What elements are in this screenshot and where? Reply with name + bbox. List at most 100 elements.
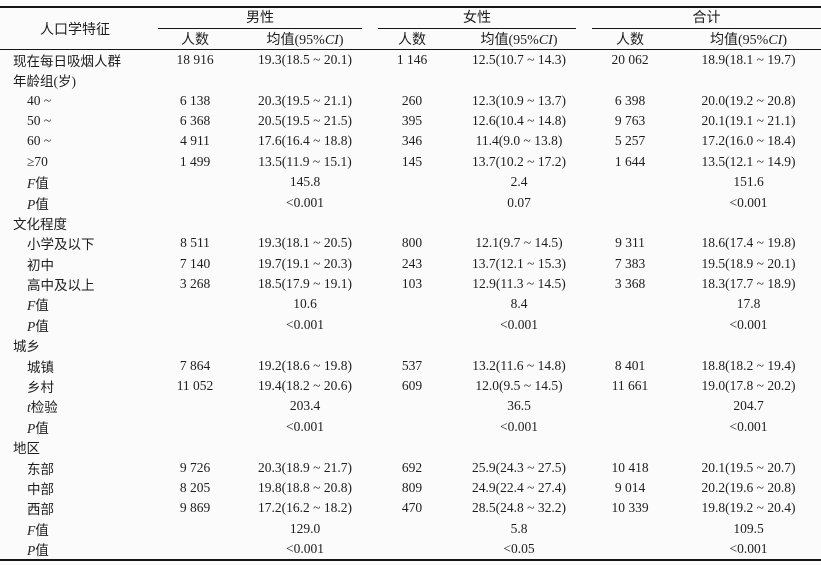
group-header-female-label: 女性 xyxy=(378,8,576,29)
row-label: P值 xyxy=(27,196,49,212)
cell-value: 12.6(10.4 ~ 14.8) xyxy=(472,112,566,128)
cell-value: 19.2(18.6 ~ 19.8) xyxy=(258,357,352,373)
cell-value: 5 257 xyxy=(614,133,646,149)
cell-value: 7 383 xyxy=(614,255,646,271)
table-row: 初中 7 140 19.7(19.1 ~ 20.3) 243 13.7(12.1 ~ 1… xyxy=(0,254,821,274)
demographics-smoking-table: 人口学特征 男性 女性 合计 人数 均值(95%CI) 人数 均值(95%CI)… xyxy=(0,6,821,561)
cell-value: <0.001 xyxy=(286,418,324,434)
cell-value: <0.001 xyxy=(729,316,768,332)
cell-value xyxy=(370,437,454,457)
table-row: ≥70 1 499 13.5(11.9 ~ 15.1) 145 13.7(10.2 ~ … xyxy=(0,152,821,172)
row-label: 文化程度 xyxy=(13,216,67,232)
cell-value xyxy=(584,437,676,457)
cell-value: 19.5(18.9 ~ 20.1) xyxy=(701,255,796,271)
cell-value: 18.8(18.2 ~ 19.4) xyxy=(701,357,796,373)
cell-value: 18.9(18.1 ~ 19.7) xyxy=(701,52,796,67)
cell-value xyxy=(584,172,676,192)
stat-symbol: P xyxy=(27,420,36,436)
table-row: t检验 203.4 36.5 204.7 xyxy=(0,396,821,416)
cell-value: 129.0 xyxy=(289,520,321,536)
cell-value xyxy=(676,437,821,457)
cell-value: 36.5 xyxy=(507,398,531,414)
row-label: 50 ~ xyxy=(27,112,52,128)
cell-value: 0.07 xyxy=(507,194,531,210)
cell-value: 809 xyxy=(401,480,423,495)
table-row: 40 ~ 6 138 20.3(19.5 ~ 21.1) 260 12.3(10.9 ~… xyxy=(0,90,821,110)
cell-value: 11.4(9.0 ~ 13.8) xyxy=(475,133,563,149)
table-row: 东部 9 726 20.3(18.9 ~ 21.7) 692 25.9(24.3 ~ 2… xyxy=(0,457,821,477)
cell-value: 7 864 xyxy=(179,357,211,373)
stat-symbol: P xyxy=(27,196,36,212)
cell-value: 12.9(11.3 ~ 14.5) xyxy=(472,276,566,292)
column-header-female-mean: 均值(95%CI) xyxy=(454,29,584,50)
stat-symbol: F xyxy=(27,176,36,192)
cell-value: 692 xyxy=(401,459,423,475)
cell-value xyxy=(584,335,676,355)
cell-value xyxy=(150,70,240,90)
cell-value: 4 911 xyxy=(180,133,210,149)
row-label: 年龄组(岁) xyxy=(13,74,76,90)
cell-value: 20.1(19.1 ~ 21.1) xyxy=(701,112,796,128)
row-label: 初中 xyxy=(27,257,54,273)
cell-value: <0.001 xyxy=(729,540,768,556)
mean-header-close: ) xyxy=(338,33,344,48)
cell-value xyxy=(150,519,240,539)
cell-value xyxy=(454,70,584,90)
cell-value: <0.001 xyxy=(500,316,538,332)
cell-value: 5.8 xyxy=(510,520,528,536)
mean-header-text: 均值(95% xyxy=(266,33,325,48)
table-row: 年龄组(岁) xyxy=(0,70,821,90)
cell-value: 9 311 xyxy=(615,235,645,251)
cell-value: 8 511 xyxy=(180,235,210,251)
cell-value xyxy=(150,172,240,192)
row-label: F值 xyxy=(27,176,49,192)
cell-value: 13.7(10.2 ~ 17.2) xyxy=(472,153,566,169)
cell-value xyxy=(676,213,821,233)
table-row: F值 145.8 2.4 151.6 xyxy=(0,172,821,192)
row-label: 城乡 xyxy=(13,339,40,355)
column-header-total-mean: 均值(95%CI) xyxy=(676,29,821,50)
column-header-demographic: 人口学特征 xyxy=(0,7,150,50)
stat-symbol: P xyxy=(27,318,36,334)
cell-value: 24.9(22.4 ~ 27.4) xyxy=(472,480,566,495)
cell-value: 8.4 xyxy=(510,296,528,312)
cell-value xyxy=(370,539,454,560)
cell-value: 204.7 xyxy=(733,398,764,414)
cell-value: <0.001 xyxy=(729,194,768,210)
cell-value xyxy=(370,519,454,539)
cell-value: 203.4 xyxy=(289,398,321,414)
cell-value xyxy=(676,335,821,355)
cell-value: 3 268 xyxy=(179,276,211,292)
table-row: F值 129.0 5.8 109.5 xyxy=(0,519,821,539)
cell-value xyxy=(454,213,584,233)
table-row: 中部 8 205 19.8(18.8 ~ 20.8) 809 24.9(22.4 ~ 2… xyxy=(0,478,821,498)
cell-value: 19.3(18.5 ~ 20.1) xyxy=(258,52,352,67)
cell-value: 17.6(16.4 ~ 18.8) xyxy=(258,133,352,149)
cell-value: 800 xyxy=(401,235,423,251)
cell-value: 20.2(19.6 ~ 20.8) xyxy=(701,480,796,495)
row-label: 东部 xyxy=(27,461,54,477)
cell-value: 28.5(24.8 ~ 32.2) xyxy=(472,500,566,516)
cell-value xyxy=(584,70,676,90)
row-label: P值 xyxy=(27,420,49,436)
cell-value: 20.3(18.9 ~ 21.7) xyxy=(258,459,352,475)
mean-header-close: ) xyxy=(782,33,787,48)
mean-header-close: ) xyxy=(552,33,558,48)
cell-value: 3 368 xyxy=(614,276,646,292)
cell-value xyxy=(584,294,676,314)
cell-value xyxy=(150,294,240,314)
table-row: 50 ~ 6 368 20.5(19.5 ~ 21.5) 395 12.6(10.4 ~… xyxy=(0,111,821,131)
cell-value: 260 xyxy=(401,92,423,108)
cell-value: 6 398 xyxy=(614,92,646,108)
column-header-male-mean: 均值(95%CI) xyxy=(240,29,370,50)
cell-value: 10 418 xyxy=(611,459,649,475)
cell-value: 18.6(17.4 ~ 19.8) xyxy=(701,235,796,251)
row-label: t检验 xyxy=(27,400,58,416)
cell-value xyxy=(584,539,676,560)
group-header-male: 男性 xyxy=(150,7,370,29)
row-label: F值 xyxy=(27,522,49,538)
cell-value xyxy=(150,417,240,437)
cell-value: <0.05 xyxy=(503,540,535,556)
cell-value: 8 205 xyxy=(179,480,211,495)
cell-value: 7 140 xyxy=(179,255,211,271)
